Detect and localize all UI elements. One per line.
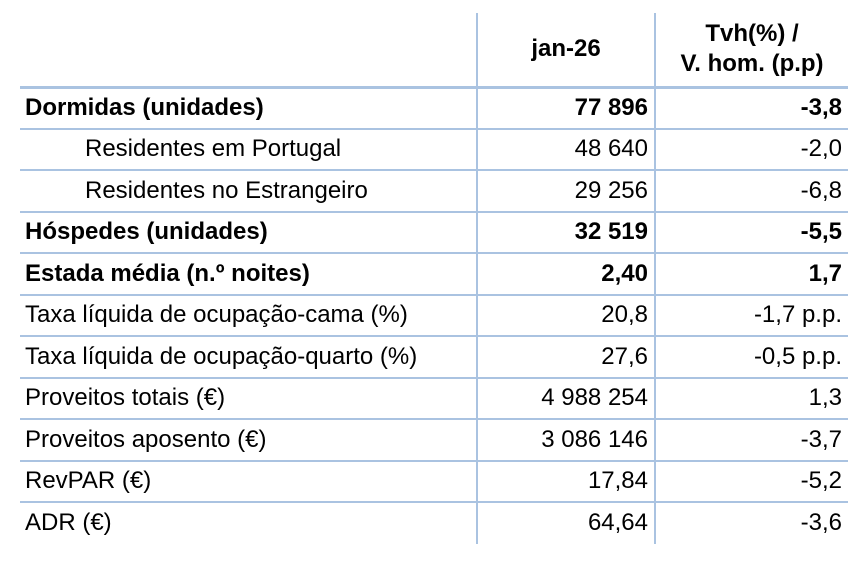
row-variation: -6,8 — [654, 170, 848, 213]
row-variation: -3,8 — [654, 87, 848, 130]
table-row: RevPAR (€) 17,84 -5,2 — [20, 460, 848, 503]
row-label: Residentes no Estrangeiro — [20, 170, 477, 213]
header-variation-line1: Tvh(%) / — [705, 20, 799, 48]
table-row: Proveitos totais (€) 4 988 254 1,3 — [20, 377, 848, 420]
row-label: Proveitos totais (€) — [20, 377, 477, 420]
row-label: RevPAR (€) — [20, 460, 477, 503]
table-row: ADR (€) 64,64 -3,6 — [20, 502, 848, 544]
stats-table: jan-26 Tvh(%) / V. hom. (p.p) Dormidas (… — [20, 13, 848, 544]
row-label: ADR (€) — [25, 509, 112, 537]
row-value: 27,6 — [476, 336, 655, 379]
header-empty-cell — [20, 13, 477, 89]
row-value: 77 896 — [476, 87, 655, 130]
table-row: Residentes em Portugal 48 640 -2,0 — [20, 128, 848, 171]
table-row: Estada média (n.º noites) 2,40 1,7 — [20, 253, 848, 296]
header-row: jan-26 Tvh(%) / V. hom. (p.p) — [20, 13, 848, 89]
row-value: 64,64 — [476, 502, 655, 544]
row-value: 4 988 254 — [476, 377, 655, 420]
header-period: jan-26 — [476, 13, 655, 89]
table-row: Hóspedes (unidades) 32 519 -5,5 — [20, 211, 848, 254]
row-variation: -0,5 p.p. — [654, 336, 848, 379]
table-row: Residentes no Estrangeiro 29 256 -6,8 — [20, 170, 848, 213]
row-label: Estada média (n.º noites) — [20, 253, 477, 296]
row-label: Taxa líquida de ocupação-quarto (%) — [20, 336, 477, 379]
row-label: Hóspedes (unidades) — [20, 211, 477, 254]
header-variation-line2: V. hom. (p.p) — [680, 50, 824, 78]
row-value: 3 086 146 — [476, 419, 655, 462]
row-value: 20,8 — [476, 294, 655, 337]
row-variation: -3,7 — [654, 419, 848, 462]
row-variation: 1,3 — [654, 377, 848, 420]
header-variation: Tvh(%) / V. hom. (p.p) — [654, 13, 848, 89]
row-variation: -1,7 p.p. — [654, 294, 848, 337]
row-label: Residentes em Portugal — [20, 128, 477, 171]
row-value: 29 256 — [476, 170, 655, 213]
table-row: Taxa líquida de ocupação-quarto (%) 27,6… — [20, 336, 848, 379]
row-value: 2,40 — [476, 253, 655, 296]
row-variation: -5,2 — [654, 460, 848, 503]
row-label: Proveitos aposento (€) — [20, 419, 477, 462]
row-variation: -3,6 — [654, 502, 848, 544]
row-value: 48 640 — [476, 128, 655, 171]
table-row: Taxa líquida de ocupação-cama (%) 20,8 -… — [20, 294, 848, 337]
row-variation: 1,7 — [654, 253, 848, 296]
table-row: Proveitos aposento (€) 3 086 146 -3,7 — [20, 419, 848, 462]
table-body: Dormidas (unidades) 77 896 -3,8 Resident… — [20, 87, 848, 544]
row-variation: -2,0 — [654, 128, 848, 171]
row-label: Dormidas (unidades) — [20, 87, 477, 130]
row-variation: -5,5 — [654, 211, 848, 254]
table-row: Dormidas (unidades) 77 896 -3,8 — [20, 87, 848, 130]
row-label: Taxa líquida de ocupação-cama (%) — [20, 294, 477, 337]
row-value: 17,84 — [476, 460, 655, 503]
row-value: 32 519 — [476, 211, 655, 254]
tourism-stats-table: jan-26 Tvh(%) / V. hom. (p.p) Dormidas (… — [20, 13, 848, 544]
